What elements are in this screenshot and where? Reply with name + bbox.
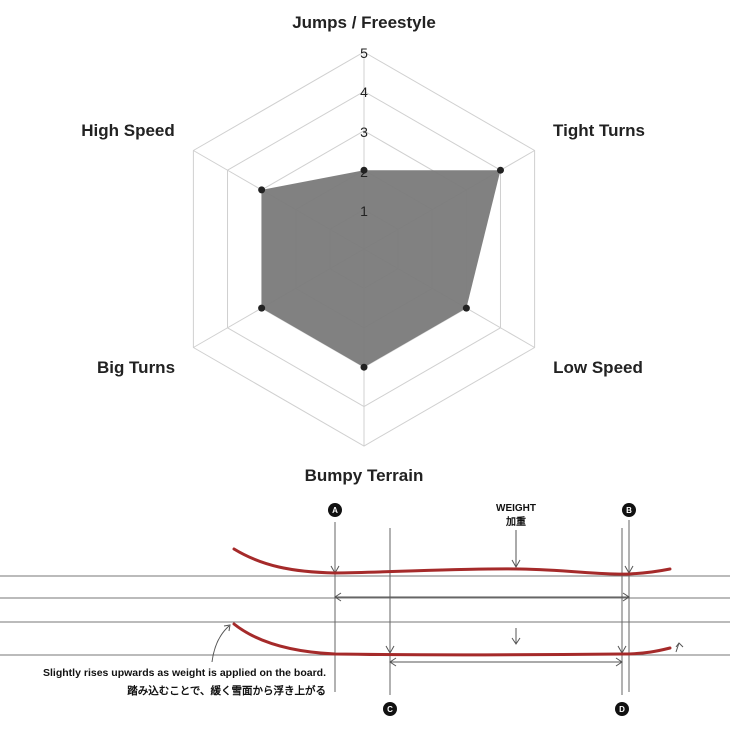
radar-point-0 (360, 166, 368, 174)
radar-chart: 1 2 3 4 5 Jumps / Freestyle Tight Turns … (81, 13, 645, 485)
rise-arrow-tip (675, 642, 684, 653)
tick-label-1: 1 (360, 203, 368, 219)
span-arrow-ab-left (334, 592, 342, 602)
axis-label-tight-turns: Tight Turns (553, 121, 645, 140)
axis-label-jumps-freestyle: Jumps / Freestyle (292, 13, 436, 32)
span-arrow-cd-right (615, 657, 623, 667)
marker-b: B (622, 503, 636, 517)
marker-a-letter: A (332, 506, 338, 515)
board-profile-unweighted (232, 547, 672, 576)
marker-d: D (615, 702, 629, 716)
radar-point-4 (258, 304, 266, 312)
span-arrow-cd-left (389, 657, 397, 667)
marker-d-letter: D (619, 705, 625, 714)
note-english: Slightly rises upwards as weight is appl… (43, 667, 326, 679)
tick-label-4: 4 (360, 84, 368, 100)
weight-label: WEIGHT (496, 503, 536, 514)
axis-label-bumpy-terrain: Bumpy Terrain (305, 466, 424, 485)
radar-point-1 (496, 166, 504, 174)
radar-point-2 (462, 304, 470, 312)
axis-label-big-turns: Big Turns (97, 358, 175, 377)
tick-label-3: 3 (360, 124, 368, 140)
board-profile-weighted (232, 622, 672, 657)
radar-point-3 (360, 363, 368, 371)
marker-a: A (328, 503, 342, 517)
weight-arrow-lower-head (511, 637, 521, 645)
rise-callout-head (223, 624, 231, 632)
radar-axis-labels: Jumps / Freestyle Tight Turns Low Speed … (81, 13, 645, 485)
span-arrow-ab-right (622, 592, 630, 602)
tick-label-2: 2 (360, 164, 368, 180)
rise-callout-line (211, 625, 230, 663)
arrow-c (385, 645, 395, 655)
marker-c: C (383, 702, 397, 716)
radar-point-5 (258, 186, 266, 194)
weight-arrow-upper-head (511, 559, 521, 569)
radar-data-points (258, 166, 504, 371)
radar-data-area (261, 170, 501, 368)
tick-label-5: 5 (360, 45, 368, 61)
radar-tick-labels: 1 2 3 4 5 (360, 45, 368, 219)
marker-b-letter: B (626, 506, 632, 515)
marker-c-letter: C (387, 705, 393, 714)
weight-label-jp: 加重 (505, 515, 526, 528)
axis-label-low-speed: Low Speed (553, 358, 643, 377)
board-flex-diagram: WEIGHT 加重 A B C D Slightly rises upwards… (0, 503, 730, 716)
axis-label-high-speed: High Speed (81, 121, 175, 140)
note-japanese: 踏み込むことで、緩く雪面から浮き上がる (127, 684, 326, 697)
